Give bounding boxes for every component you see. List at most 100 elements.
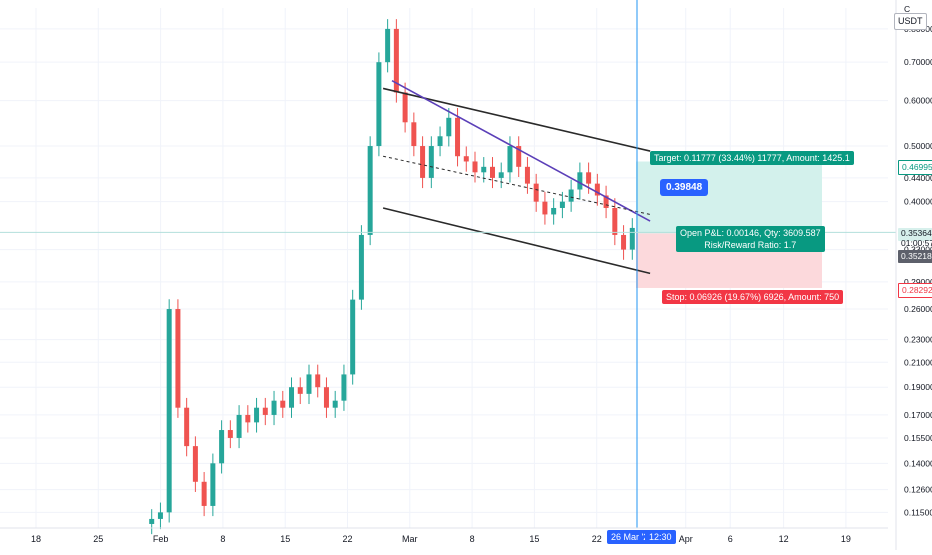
price-tick-label: 0.21000 <box>904 357 932 367</box>
candle-body <box>271 400 277 415</box>
candle-body <box>192 446 198 482</box>
rr-text: Risk/Reward Ratio: 1.7 <box>704 240 797 250</box>
time-tick-label: Mar <box>402 534 418 544</box>
price-tick-label: 0.60000 <box>904 96 932 106</box>
price-tick-label: 0.12600 <box>904 485 932 495</box>
candle-body <box>411 122 417 147</box>
candle-body <box>393 28 399 93</box>
candle-body <box>262 407 268 415</box>
candle-body <box>306 374 312 394</box>
candle-body <box>577 172 583 190</box>
candle-body <box>481 166 487 173</box>
candle-body <box>568 189 574 202</box>
time-tick-label: Feb <box>153 534 169 544</box>
candle-body <box>586 172 592 184</box>
price-tick-label: 0.70000 <box>904 57 932 67</box>
candle-body <box>350 299 356 375</box>
candle-body <box>446 117 452 137</box>
candle-body <box>498 172 504 178</box>
price-tick-label: 0.17000 <box>904 410 932 420</box>
crosshair-date-label: 26 Mar '21 <box>607 530 658 544</box>
candle-body <box>376 62 382 147</box>
price-tick-label: 0.14000 <box>904 458 932 468</box>
price-tick-label: 0.29000 <box>904 277 932 287</box>
time-tick-label: 25 <box>93 534 103 544</box>
price-tick-label: 0.44000 <box>904 173 932 183</box>
candle-body <box>507 146 513 173</box>
stop-price-tag: 0.28292 <box>898 283 932 298</box>
crosshair-time-label: 12:30 <box>645 530 676 544</box>
time-tick-label: Apr <box>679 534 693 544</box>
candle-body <box>437 136 443 147</box>
pnl-label[interactable]: Open P&L: 0.00146, Qty: 3609.587 Risk/Re… <box>676 226 825 252</box>
candle-body <box>315 374 321 388</box>
candle-body <box>341 374 347 401</box>
candle-body <box>559 201 565 208</box>
price-tick-label: 0.15500 <box>904 433 932 443</box>
channel-upper-line[interactable] <box>382 87 651 152</box>
time-tick-label: 19 <box>841 534 851 544</box>
time-tick-label: 18 <box>31 534 41 544</box>
candle-body <box>289 387 295 408</box>
price-tick-label: 0.40000 <box>904 197 932 207</box>
pnl-text: Open P&L: 0.00146, Qty: 3609.587 <box>680 228 821 238</box>
candle-body <box>420 146 426 178</box>
channel-lower-line[interactable] <box>382 207 651 275</box>
time-tick-label: 8 <box>470 534 475 544</box>
candle-body <box>175 309 181 408</box>
candle-body <box>254 407 260 423</box>
candle-body <box>280 400 286 408</box>
grid <box>0 8 888 528</box>
candle-body <box>594 183 600 196</box>
time-tick-label: 6 <box>728 534 733 544</box>
time-tick-label: 15 <box>280 534 290 544</box>
candle-body <box>428 146 434 178</box>
candle-body <box>629 227 635 250</box>
price-tick-label: 0.50000 <box>904 141 932 151</box>
candle-body <box>157 512 163 519</box>
candle-body <box>516 146 522 167</box>
candle-body <box>219 430 225 464</box>
time-tick-label: 15 <box>529 534 539 544</box>
candle-body <box>166 309 172 513</box>
price-tick-label: 0.26000 <box>904 304 932 314</box>
candle-body <box>201 481 207 506</box>
candle-body <box>533 183 539 202</box>
candle-body <box>245 414 251 423</box>
candle-body <box>551 207 557 215</box>
price-tick-label: 0.33000 <box>904 245 932 255</box>
candle-body <box>612 207 618 235</box>
time-tick-label: 8 <box>220 534 225 544</box>
candle-body <box>385 28 391 63</box>
candle-body <box>149 518 155 524</box>
current-price-tag: 0.35364 01:00:57 <box>898 228 932 248</box>
candle-body <box>402 92 408 123</box>
entry-price-tag: 0.35218 <box>898 250 932 263</box>
target-label[interactable]: Target: 0.11777 (33.44%) 11777, Amount: … <box>650 151 854 165</box>
candle-body <box>210 463 216 506</box>
current-price: 0.35364 <box>901 228 932 238</box>
stop-label[interactable]: Stop: 0.06926 (19.67%) 6926, Amount: 750 <box>662 290 844 304</box>
candle-body <box>358 234 364 300</box>
currency-badge[interactable]: USDT <box>894 13 927 30</box>
candle-body <box>489 166 495 178</box>
time-tick-label: 12 <box>779 534 789 544</box>
candle-body <box>297 387 303 394</box>
candle-body <box>332 400 338 408</box>
price-tick-label: 0.19000 <box>904 382 932 392</box>
price-tick-label: 0.23000 <box>904 335 932 345</box>
candle-body <box>367 146 373 235</box>
candle-body <box>323 387 329 408</box>
trendline[interactable] <box>391 79 651 222</box>
target-price-tag: 0.46995 <box>898 160 932 175</box>
candle-body <box>472 161 478 173</box>
value-callout[interactable]: 0.39848 <box>660 179 709 196</box>
time-tick-label: 22 <box>592 534 602 544</box>
price-tick-label: 0.11500 <box>904 507 932 517</box>
countdown: 01:00:57 <box>901 238 932 248</box>
candle-body <box>524 166 530 184</box>
candle-body <box>227 430 233 438</box>
